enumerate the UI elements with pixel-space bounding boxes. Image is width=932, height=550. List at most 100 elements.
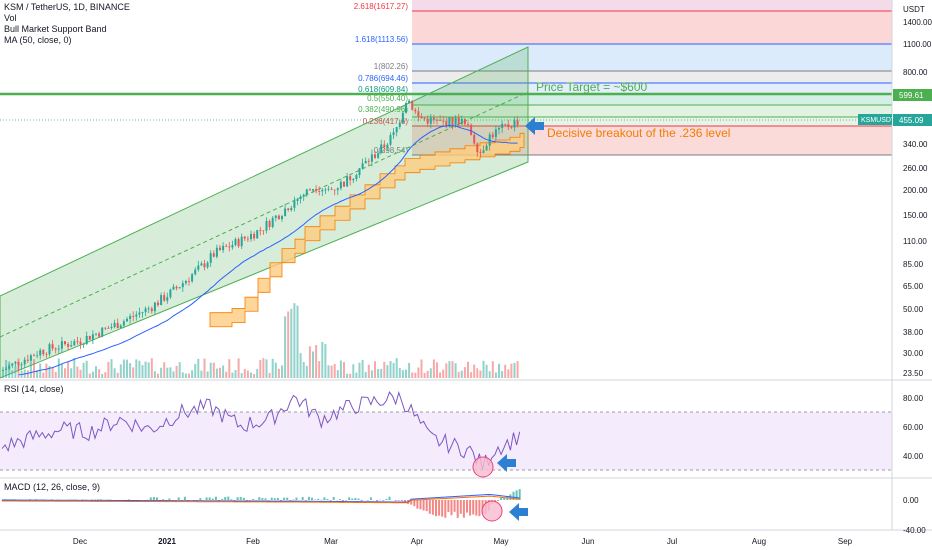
macd-bar bbox=[258, 497, 261, 500]
candle-body bbox=[129, 316, 132, 319]
candle-body bbox=[64, 341, 66, 345]
macd-bar bbox=[512, 491, 515, 500]
volume-bar bbox=[293, 303, 296, 378]
time-tick: Apr bbox=[411, 537, 424, 546]
volume-bar bbox=[246, 370, 249, 378]
macd-bar bbox=[366, 500, 369, 501]
candle-body bbox=[98, 333, 101, 337]
volume-bar bbox=[250, 372, 252, 378]
volume-bar bbox=[501, 371, 504, 378]
volume-bar bbox=[271, 358, 274, 378]
candle-body bbox=[256, 230, 259, 239]
fib-zone-5 bbox=[412, 105, 892, 117]
candle-body bbox=[377, 153, 380, 158]
volume-bar bbox=[132, 367, 135, 378]
macd-bar bbox=[425, 500, 428, 512]
macd-bar bbox=[264, 498, 267, 500]
macd-bar bbox=[97, 499, 100, 500]
volume-bar bbox=[11, 370, 14, 378]
price-tick: 150.00 bbox=[903, 211, 928, 220]
volume-bar bbox=[265, 359, 268, 378]
volume-bar bbox=[349, 373, 352, 378]
volume-bar bbox=[426, 370, 429, 378]
legend-band[interactable]: Bull Market Support Band bbox=[4, 24, 107, 34]
volume-bar bbox=[45, 363, 48, 378]
volume-bar bbox=[401, 370, 404, 378]
volume-bar bbox=[95, 366, 97, 378]
volume-bar bbox=[302, 361, 305, 378]
candle-body bbox=[358, 168, 361, 176]
price-tick: 1400.00 bbox=[903, 18, 932, 27]
price-tick: 65.00 bbox=[903, 282, 924, 291]
volume-bar bbox=[138, 360, 141, 378]
macd-bar bbox=[416, 500, 419, 509]
candle-body bbox=[231, 245, 234, 248]
fib-zone-382 bbox=[412, 117, 892, 126]
macd-tick: -40.00 bbox=[903, 526, 926, 535]
macd-bar bbox=[286, 497, 289, 500]
candle-body bbox=[113, 322, 116, 327]
candle-body bbox=[110, 326, 113, 329]
volume-bar bbox=[392, 363, 395, 378]
time-tick: Aug bbox=[752, 537, 766, 546]
candle-body bbox=[429, 117, 432, 124]
macd-bar bbox=[245, 500, 248, 501]
macd-bar bbox=[503, 497, 506, 500]
volume-bar bbox=[231, 372, 234, 378]
macd-bar bbox=[428, 500, 431, 514]
macd-bar bbox=[462, 500, 465, 518]
volume-bar bbox=[169, 367, 172, 378]
fib-label-0: 0(298.54) bbox=[374, 146, 409, 155]
volume-bar bbox=[240, 373, 243, 378]
candle-body bbox=[265, 220, 268, 231]
macd-bar bbox=[239, 496, 242, 500]
candle-body bbox=[445, 121, 448, 127]
channel-midline bbox=[0, 91, 529, 338]
arrow-icon bbox=[497, 454, 516, 472]
macd-bar bbox=[360, 500, 363, 502]
macd-bar bbox=[152, 496, 155, 500]
macd-title[interactable]: MACD (12, 26, close, 9) bbox=[4, 482, 101, 492]
arrow-icon bbox=[525, 117, 544, 135]
candle-body bbox=[67, 344, 70, 347]
macd-bar bbox=[413, 500, 416, 507]
candle-body bbox=[178, 287, 181, 289]
candle-body bbox=[150, 308, 153, 312]
candle-body bbox=[197, 265, 200, 270]
volume-bar bbox=[14, 366, 17, 378]
candle-body bbox=[144, 308, 147, 313]
candle-body bbox=[513, 120, 516, 128]
legend-vol[interactable]: Vol bbox=[4, 13, 17, 23]
price-target-annotation: Price Target = ~$600 bbox=[536, 80, 648, 94]
macd-bar bbox=[280, 500, 282, 501]
candle-body bbox=[14, 361, 17, 364]
legend-ma[interactable]: MA (50, close, 0) bbox=[4, 35, 72, 45]
candle-body bbox=[432, 117, 435, 120]
candle-body bbox=[219, 247, 221, 251]
candle-body bbox=[463, 118, 466, 125]
candle-body bbox=[5, 368, 8, 370]
candle-body bbox=[243, 236, 246, 239]
macd-bar bbox=[338, 499, 341, 500]
volume-bar bbox=[268, 372, 271, 378]
volume-bar bbox=[178, 362, 181, 378]
volume-bar bbox=[116, 372, 119, 378]
rsi-line bbox=[1, 390, 521, 471]
legend-symbol[interactable]: KSM / TetherUS, 1D, BINANCE bbox=[4, 2, 130, 12]
rsi-title[interactable]: RSI (14, close) bbox=[4, 384, 64, 394]
arrow-icon bbox=[509, 503, 528, 521]
candle-body bbox=[240, 236, 243, 247]
macd-bar bbox=[435, 500, 437, 517]
price-axis[interactable]: USDT 1400.00 1100.00 800.00 340.00 260.0… bbox=[858, 0, 932, 380]
volume-bar bbox=[479, 370, 482, 378]
candle-body bbox=[169, 289, 172, 298]
macd-bar bbox=[128, 499, 131, 500]
fib-label-1: 1(802.26) bbox=[374, 62, 409, 71]
volume-bar bbox=[184, 373, 187, 378]
macd-bar bbox=[301, 496, 304, 500]
candle-body bbox=[101, 327, 104, 337]
time-axis[interactable]: Dec 2021 Feb Mar Apr May Jun Jul Aug Sep bbox=[73, 537, 853, 546]
candle-body bbox=[504, 123, 507, 125]
macd-bar bbox=[450, 500, 453, 516]
